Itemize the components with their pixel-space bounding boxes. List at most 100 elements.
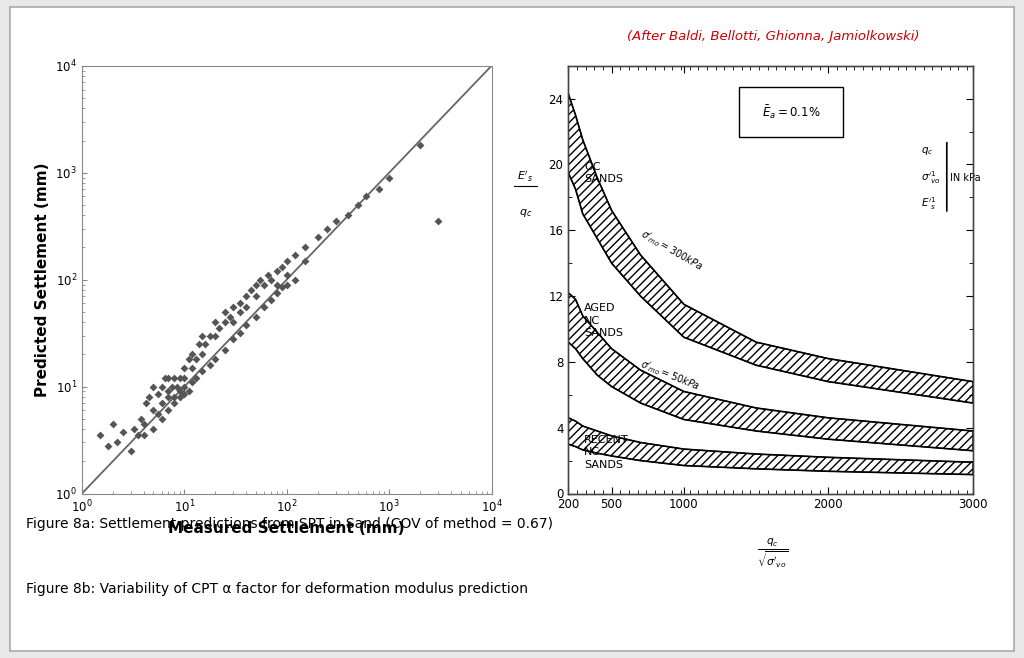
Point xyxy=(243,285,259,295)
Point xyxy=(195,366,211,376)
Point xyxy=(150,409,166,420)
Point xyxy=(268,279,285,290)
Point xyxy=(203,330,219,341)
Point xyxy=(129,430,145,441)
Point xyxy=(268,288,285,298)
Point xyxy=(207,354,223,365)
Point xyxy=(273,262,290,272)
Point xyxy=(238,291,254,301)
Point xyxy=(171,392,187,402)
Point xyxy=(287,274,303,285)
Point xyxy=(207,317,223,328)
Point xyxy=(133,413,150,424)
Point xyxy=(109,437,125,447)
Point xyxy=(145,381,162,392)
Point xyxy=(161,373,177,384)
Point xyxy=(135,418,152,429)
Point xyxy=(197,339,213,349)
Text: $E'^{1}_s$: $E'^{1}_s$ xyxy=(921,195,937,213)
Point xyxy=(184,377,201,388)
Point xyxy=(161,392,177,402)
Point xyxy=(176,381,193,392)
Point xyxy=(217,307,233,317)
Point xyxy=(171,386,187,397)
Text: $\sigma'_{mo}=300kPa$: $\sigma'_{mo}=300kPa$ xyxy=(638,227,705,273)
Point xyxy=(115,426,131,437)
Point xyxy=(268,266,285,276)
Text: $E'_s$: $E'_s$ xyxy=(517,170,534,184)
Point xyxy=(195,330,211,341)
Point xyxy=(195,349,211,360)
Point xyxy=(231,307,248,317)
Point xyxy=(217,317,233,328)
Point xyxy=(176,373,193,384)
Point xyxy=(263,294,280,305)
Text: (After Baldi, Bellotti, Ghionna, Jamiolkowski): (After Baldi, Bellotti, Ghionna, Jamiolk… xyxy=(627,30,920,43)
Point xyxy=(430,216,446,227)
Point xyxy=(187,373,204,384)
Point xyxy=(256,302,272,313)
Point xyxy=(256,279,272,290)
Point xyxy=(225,317,242,328)
Text: $\sigma'^{1}_{vo}$: $\sigma'^{1}_{vo}$ xyxy=(921,169,941,186)
Point xyxy=(150,389,166,399)
Point xyxy=(161,386,177,397)
Point xyxy=(279,270,295,280)
Text: $\sigma'_{mo}=50kPa$: $\sigma'_{mo}=50kPa$ xyxy=(638,357,701,393)
Point xyxy=(297,242,313,253)
Point xyxy=(222,311,239,322)
Point xyxy=(166,392,182,402)
Point xyxy=(297,255,313,266)
Point xyxy=(248,291,264,301)
Point xyxy=(203,359,219,370)
Point xyxy=(287,250,303,261)
Point xyxy=(176,363,193,373)
Text: Figure 8a: Settlement predictions from SPT in Sand (COV of method = 0.67): Figure 8a: Settlement predictions from S… xyxy=(26,517,553,530)
Point xyxy=(164,381,180,392)
FancyBboxPatch shape xyxy=(738,87,843,136)
Point xyxy=(180,386,197,397)
Point xyxy=(145,405,162,416)
Point xyxy=(217,345,233,355)
Point xyxy=(184,349,201,360)
Point xyxy=(248,279,264,290)
Point xyxy=(161,405,177,416)
Point xyxy=(248,311,264,322)
Point xyxy=(187,354,204,365)
Y-axis label: Predicted Settlement (mm): Predicted Settlement (mm) xyxy=(35,163,49,397)
Point xyxy=(137,398,154,409)
Point xyxy=(166,373,182,384)
Point xyxy=(207,330,223,341)
Point xyxy=(340,210,356,220)
Point xyxy=(371,184,387,195)
Point xyxy=(309,232,326,242)
Point xyxy=(123,445,139,456)
Text: Figure 8b: Variability of CPT α factor for deformation modulus prediction: Figure 8b: Variability of CPT α factor f… xyxy=(26,582,527,596)
Polygon shape xyxy=(568,93,973,403)
X-axis label: Measured Settlement (mm): Measured Settlement (mm) xyxy=(169,520,404,536)
Point xyxy=(126,424,142,434)
Polygon shape xyxy=(568,293,973,451)
Point xyxy=(238,319,254,330)
Text: IN kPa: IN kPa xyxy=(949,172,980,183)
Point xyxy=(166,398,182,409)
Point xyxy=(381,172,397,183)
Text: $q_c$: $q_c$ xyxy=(921,145,933,157)
Text: $\bar{E}_a=0.1\%$: $\bar{E}_a=0.1\%$ xyxy=(762,103,820,120)
Point xyxy=(176,389,193,399)
Text: OC
SANDS: OC SANDS xyxy=(585,161,624,184)
Point xyxy=(100,440,117,451)
Text: AGED
NC
SANDS: AGED NC SANDS xyxy=(585,303,624,338)
Point xyxy=(263,274,280,285)
Text: $\frac{q_c}{\sqrt{\sigma'_{vo}}}$: $\frac{q_c}{\sqrt{\sigma'_{vo}}}$ xyxy=(758,536,788,570)
Point xyxy=(231,327,248,338)
Point xyxy=(145,424,162,434)
Point xyxy=(350,199,367,210)
Point xyxy=(104,418,121,429)
Point xyxy=(412,140,428,151)
Point xyxy=(328,216,344,227)
Text: RECENT
NC
SANDS: RECENT NC SANDS xyxy=(585,435,629,470)
Point xyxy=(225,334,242,344)
Point xyxy=(140,392,157,402)
Point xyxy=(154,381,170,392)
